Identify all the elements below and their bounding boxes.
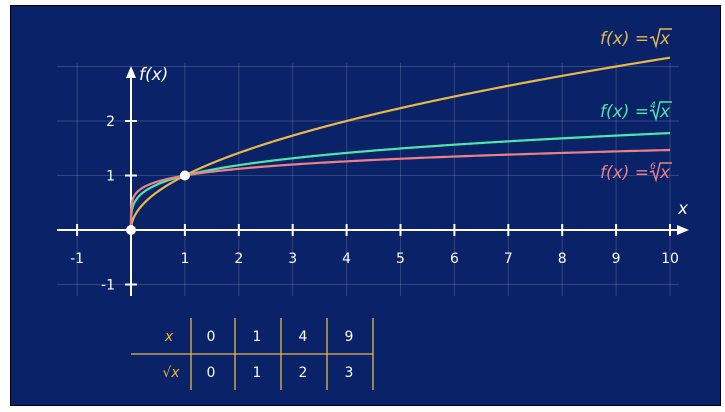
radical-sign	[649, 28, 672, 49]
table-row-label: √x	[162, 365, 180, 381]
table-cell: 0	[207, 329, 216, 345]
radical-index: 6	[650, 162, 656, 172]
series-label-0: f(x) = x	[600, 28, 672, 49]
table-row-label: x	[164, 329, 174, 345]
x-tick-label: 9	[612, 251, 621, 267]
radical-argument: x	[659, 102, 671, 122]
x-tick-label: 5	[396, 251, 405, 267]
x-tick-label: 2	[234, 251, 243, 267]
radical-sign	[649, 162, 672, 183]
x-axis-label: x	[677, 199, 689, 219]
x-tick-label: 1	[180, 251, 189, 267]
x-axis-arrow	[677, 225, 689, 235]
x-tick-label: -1	[70, 251, 84, 267]
x-tick-label: 6	[450, 251, 459, 267]
radical-sign	[649, 101, 672, 122]
value-table: x √x 0 1 4 9 0 1 2 3	[131, 318, 374, 390]
table-cell: 2	[299, 365, 308, 381]
y-axis-label: f(x)	[139, 65, 168, 85]
radical-index: 4	[650, 101, 656, 111]
y-axis-arrow	[126, 66, 136, 78]
y-tick-label: -1	[101, 278, 115, 294]
series-label-prefix: f(x) =	[600, 163, 649, 183]
table-cell: 0	[207, 365, 216, 381]
y-tick-label: 1	[106, 169, 115, 185]
x-tick-label: 7	[504, 251, 513, 267]
series-line-0	[129, 56, 671, 230]
table-cell: 1	[253, 329, 262, 345]
table-cell: 4	[299, 329, 308, 345]
x-tick-label: 3	[288, 251, 297, 267]
table-cell: 3	[345, 365, 354, 381]
series-label-prefix: f(x) =	[600, 102, 649, 122]
radical-argument: x	[659, 163, 671, 183]
radical-argument: x	[659, 29, 671, 49]
table-cell: 9	[345, 329, 354, 345]
x-tick-label: 4	[342, 251, 351, 267]
y-tick-label: 2	[106, 114, 115, 130]
highlight-point	[126, 225, 136, 235]
series-label-prefix: f(x) =	[600, 29, 649, 49]
x-tick-label: 8	[558, 251, 567, 267]
table-cell: 1	[253, 365, 262, 381]
highlight-point	[179, 170, 190, 181]
series-line-2	[129, 148, 671, 230]
x-tick-label: 10	[661, 251, 679, 267]
